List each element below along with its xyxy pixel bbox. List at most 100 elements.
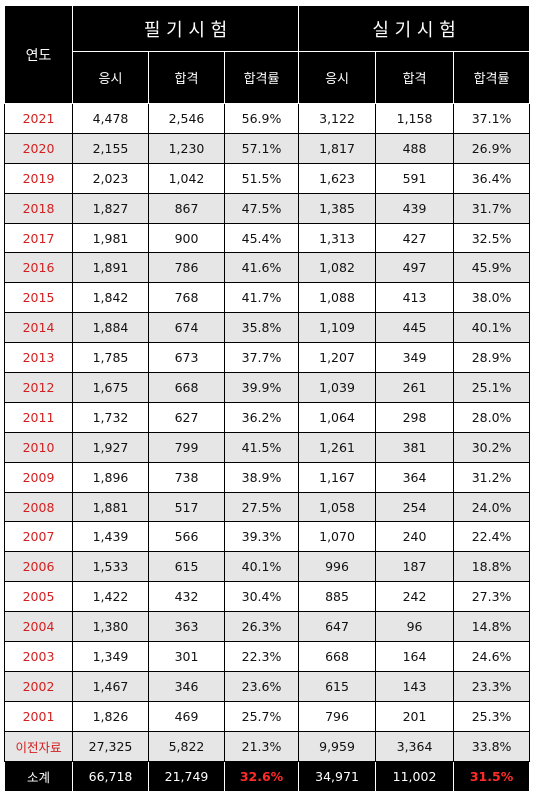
practical-apply-cell: 1,385 xyxy=(298,192,377,224)
practical-pass-cell: 349 xyxy=(375,342,455,374)
practical-rate-header: 합격률 xyxy=(453,51,531,104)
practical-pass-cell: 143 xyxy=(375,670,455,702)
written-pass-header: 합격 xyxy=(148,51,225,104)
written-pass-cell: 738 xyxy=(148,461,225,493)
written-rate-cell: 47.5% xyxy=(223,192,300,224)
written-apply-cell: 1,927 xyxy=(72,431,149,463)
written-rate-cell: 41.6% xyxy=(223,252,300,284)
exam-statistics-table: 연도 필 기 시 험 실 기 시 험 응시 합격 합격률 응시 합격 합격률 2… xyxy=(4,5,531,792)
practical-rate-cell: 31.2% xyxy=(453,461,531,493)
written-pass-cell: 1,042 xyxy=(148,162,225,194)
practical-pass-cell: 240 xyxy=(375,521,455,553)
table-row: 2005 1,422 432 30.4% 885 242 27.3% xyxy=(4,581,531,613)
practical-apply-cell: 996 xyxy=(298,551,377,583)
practical-rate-cell: 25.1% xyxy=(453,372,531,403)
table-row: 이전자료 27,325 5,822 21.3% 9,959 3,364 33.8% xyxy=(4,730,531,762)
table-row: 2012 1,675 668 39.9% 1,039 261 25.1% xyxy=(4,372,531,403)
practical-rate-cell: 37.1% xyxy=(453,103,531,134)
written-pass-cell: 867 xyxy=(148,192,225,224)
practical-apply-cell: 1,058 xyxy=(298,491,377,523)
practical-apply-cell: 1,109 xyxy=(298,312,377,344)
written-rate-cell: 41.7% xyxy=(223,282,300,314)
practical-rate-cell: 32.5% xyxy=(453,222,531,254)
total-written-rate: 32.6% xyxy=(223,760,300,792)
written-apply-cell: 1,896 xyxy=(72,461,149,493)
table-row: 2019 2,023 1,042 51.5% 1,623 591 36.4% xyxy=(4,162,531,194)
written-rate-cell: 27.5% xyxy=(223,491,300,523)
practical-pass-cell: 1,158 xyxy=(375,103,455,134)
practical-rate-cell: 27.3% xyxy=(453,581,531,613)
table-row: 2002 1,467 346 23.6% 615 143 23.3% xyxy=(4,670,531,702)
total-written-pass: 21,749 xyxy=(148,760,225,792)
practical-apply-cell: 9,959 xyxy=(298,730,377,762)
written-rate-cell: 26.3% xyxy=(223,611,300,643)
written-apply-cell: 2,023 xyxy=(72,162,149,194)
year-cell: 2010 xyxy=(4,431,73,463)
practical-pass-cell: 591 xyxy=(375,162,455,194)
written-apply-cell: 1,881 xyxy=(72,491,149,523)
table-row: 2017 1,981 900 45.4% 1,313 427 32.5% xyxy=(4,222,531,254)
practical-rate-cell: 24.0% xyxy=(453,491,531,523)
practical-rate-cell: 33.8% xyxy=(453,730,531,762)
practical-pass-cell: 261 xyxy=(375,372,455,403)
table-row: 2001 1,826 469 25.7% 796 201 25.3% xyxy=(4,700,531,732)
practical-apply-cell: 615 xyxy=(298,670,377,702)
total-practical-pass: 11,002 xyxy=(375,760,455,792)
practical-apply-cell: 1,064 xyxy=(298,401,377,433)
written-rate-cell: 45.4% xyxy=(223,222,300,254)
written-rate-cell: 40.1% xyxy=(223,551,300,583)
written-apply-cell: 1,380 xyxy=(72,611,149,643)
practical-apply-cell: 1,261 xyxy=(298,431,377,463)
total-practical-rate: 31.5% xyxy=(453,760,531,792)
written-rate-cell: 41.5% xyxy=(223,431,300,463)
practical-apply-cell: 885 xyxy=(298,581,377,613)
written-pass-cell: 5,822 xyxy=(148,730,225,762)
written-pass-cell: 615 xyxy=(148,551,225,583)
practical-pass-cell: 254 xyxy=(375,491,455,523)
written-pass-cell: 768 xyxy=(148,282,225,314)
year-cell: 2004 xyxy=(4,611,73,643)
written-pass-cell: 2,546 xyxy=(148,103,225,134)
written-rate-cell: 23.6% xyxy=(223,670,300,702)
written-apply-cell: 1,785 xyxy=(72,342,149,374)
table-row: 2020 2,155 1,230 57.1% 1,817 488 26.9% xyxy=(4,132,531,164)
total-practical-apply: 34,971 xyxy=(298,760,377,792)
practical-pass-cell: 439 xyxy=(375,192,455,224)
table-row: 2018 1,827 867 47.5% 1,385 439 31.7% xyxy=(4,192,531,224)
written-apply-cell: 1,884 xyxy=(72,312,149,344)
practical-pass-header: 합격 xyxy=(375,51,455,104)
written-apply-cell: 1,826 xyxy=(72,700,149,732)
practical-rate-cell: 28.9% xyxy=(453,342,531,374)
year-cell: 이전자료 xyxy=(4,730,73,762)
written-rate-cell: 56.9% xyxy=(223,103,300,134)
written-rate-cell: 25.7% xyxy=(223,700,300,732)
practical-apply-cell: 1,207 xyxy=(298,342,377,374)
table-row: 2009 1,896 738 38.9% 1,167 364 31.2% xyxy=(4,461,531,493)
written-pass-cell: 900 xyxy=(148,222,225,254)
written-apply-cell: 1,827 xyxy=(72,192,149,224)
year-cell: 2011 xyxy=(4,401,73,433)
practical-pass-cell: 497 xyxy=(375,252,455,284)
written-pass-cell: 673 xyxy=(148,342,225,374)
written-pass-cell: 301 xyxy=(148,641,225,672)
written-apply-cell: 4,478 xyxy=(72,103,149,134)
practical-pass-cell: 413 xyxy=(375,282,455,314)
total-written-apply: 66,718 xyxy=(72,760,149,792)
practical-exam-header: 실 기 시 험 xyxy=(298,5,531,52)
practical-rate-cell: 40.1% xyxy=(453,312,531,344)
written-rate-cell: 37.7% xyxy=(223,342,300,374)
written-apply-cell: 2,155 xyxy=(72,132,149,164)
written-pass-cell: 346 xyxy=(148,670,225,702)
practical-pass-cell: 96 xyxy=(375,611,455,643)
table-row: 2011 1,732 627 36.2% 1,064 298 28.0% xyxy=(4,401,531,433)
practical-apply-cell: 668 xyxy=(298,641,377,672)
practical-apply-cell: 1,167 xyxy=(298,461,377,493)
practical-apply-cell: 1,088 xyxy=(298,282,377,314)
practical-pass-cell: 488 xyxy=(375,132,455,164)
year-cell: 2009 xyxy=(4,461,73,493)
written-apply-cell: 1,533 xyxy=(72,551,149,583)
practical-rate-cell: 26.9% xyxy=(453,132,531,164)
practical-apply-cell: 1,817 xyxy=(298,132,377,164)
written-pass-cell: 432 xyxy=(148,581,225,613)
written-apply-cell: 1,422 xyxy=(72,581,149,613)
